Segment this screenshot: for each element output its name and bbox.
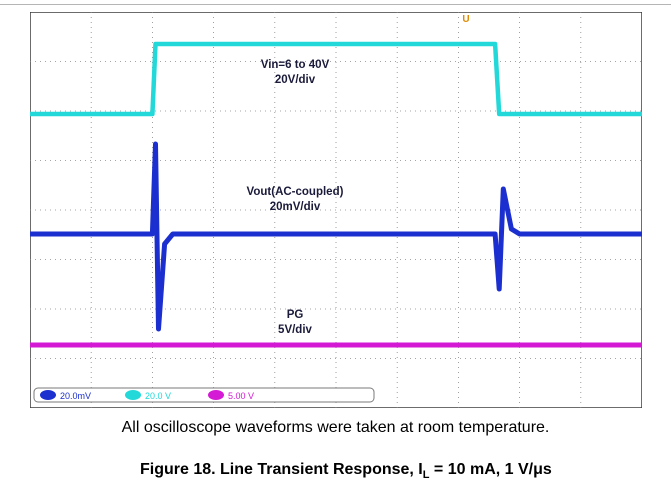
trace-3-scale: 5V/div (278, 324, 312, 336)
channel-badge-ch1 (40, 390, 56, 400)
trace-labels: Vin=6 to 40V 20V/div Vout(AC-coupled) 20mV/… (247, 14, 470, 336)
figure-caption: Figure 18. Line Transient Response, IL =… (140, 461, 660, 481)
oscilloscope-plot: Vin=6 to 40V 20V/div Vout(AC-coupled) 20mV/… (30, 12, 642, 408)
figure-caption-subscript: L (422, 469, 430, 482)
figure-caption-prefix: Figure 18. Line Transient Response, I (140, 461, 423, 478)
figure-caption-suffix: = 10 mA, 1 V/μs (429, 461, 552, 478)
channel-readout: 20.0mV 20.0 V 5.00 V Value Mean Min Max Std Dev (33, 387, 375, 408)
readout-header: Value (112, 407, 132, 408)
grid (30, 12, 642, 408)
readout-header: Std Dev (321, 407, 349, 408)
trace-1-scale: 20V/div (275, 74, 316, 86)
traces (30, 41, 642, 348)
channel-badge-ch3 (208, 390, 224, 400)
trace-2-core (30, 143, 642, 330)
readout-header: Min (232, 407, 245, 408)
readout-header: Max (280, 407, 295, 408)
channel-value-ch2: 20.0 V (145, 391, 171, 401)
trace-1-core (30, 43, 642, 115)
trigger-marker-icon: U (462, 14, 469, 25)
channel-value-ch3: 5.00 V (228, 391, 254, 401)
trace-2-name: Vout(AC-coupled) (247, 186, 344, 198)
channel-badge-ch2 (125, 390, 141, 400)
trace-1-name: Vin=6 to 40V (261, 59, 330, 71)
trace-2-scale: 20mV/div (270, 201, 321, 213)
channel-value-ch1: 20.0mV (60, 391, 91, 401)
note-text: All oscilloscope waveforms were taken at… (121, 419, 550, 436)
readout-header: Mean (172, 407, 192, 408)
readout-bar (33, 387, 375, 403)
page-rule (0, 4, 671, 5)
trace-3-name: PG (287, 309, 304, 321)
